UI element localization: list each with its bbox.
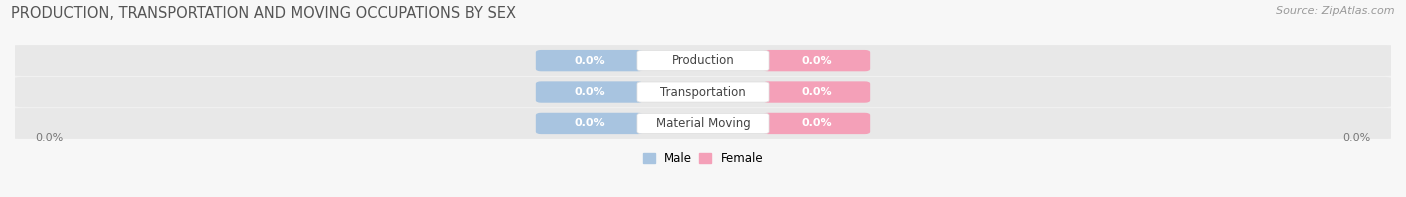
FancyBboxPatch shape: [763, 113, 870, 134]
Text: PRODUCTION, TRANSPORTATION AND MOVING OCCUPATIONS BY SEX: PRODUCTION, TRANSPORTATION AND MOVING OC…: [11, 6, 516, 21]
Legend: Male, Female: Male, Female: [638, 147, 768, 169]
FancyBboxPatch shape: [10, 108, 1396, 138]
Text: Transportation: Transportation: [661, 85, 745, 98]
Text: 0.0%: 0.0%: [1343, 133, 1371, 143]
Text: 0.0%: 0.0%: [574, 118, 605, 128]
FancyBboxPatch shape: [536, 113, 643, 134]
FancyBboxPatch shape: [637, 113, 769, 134]
FancyBboxPatch shape: [10, 77, 1396, 107]
FancyBboxPatch shape: [10, 46, 1396, 76]
Text: 0.0%: 0.0%: [801, 56, 832, 66]
FancyBboxPatch shape: [15, 108, 1391, 139]
FancyBboxPatch shape: [536, 50, 643, 71]
Text: 0.0%: 0.0%: [574, 87, 605, 97]
Text: Material Moving: Material Moving: [655, 117, 751, 130]
FancyBboxPatch shape: [536, 81, 643, 103]
FancyBboxPatch shape: [637, 51, 769, 71]
Text: 0.0%: 0.0%: [574, 56, 605, 66]
FancyBboxPatch shape: [763, 81, 870, 103]
Text: Production: Production: [672, 54, 734, 67]
Text: 0.0%: 0.0%: [801, 87, 832, 97]
FancyBboxPatch shape: [15, 45, 1391, 76]
FancyBboxPatch shape: [763, 50, 870, 71]
FancyBboxPatch shape: [15, 76, 1391, 108]
Text: Source: ZipAtlas.com: Source: ZipAtlas.com: [1277, 6, 1395, 16]
Text: 0.0%: 0.0%: [35, 133, 63, 143]
Text: 0.0%: 0.0%: [801, 118, 832, 128]
FancyBboxPatch shape: [637, 82, 769, 102]
